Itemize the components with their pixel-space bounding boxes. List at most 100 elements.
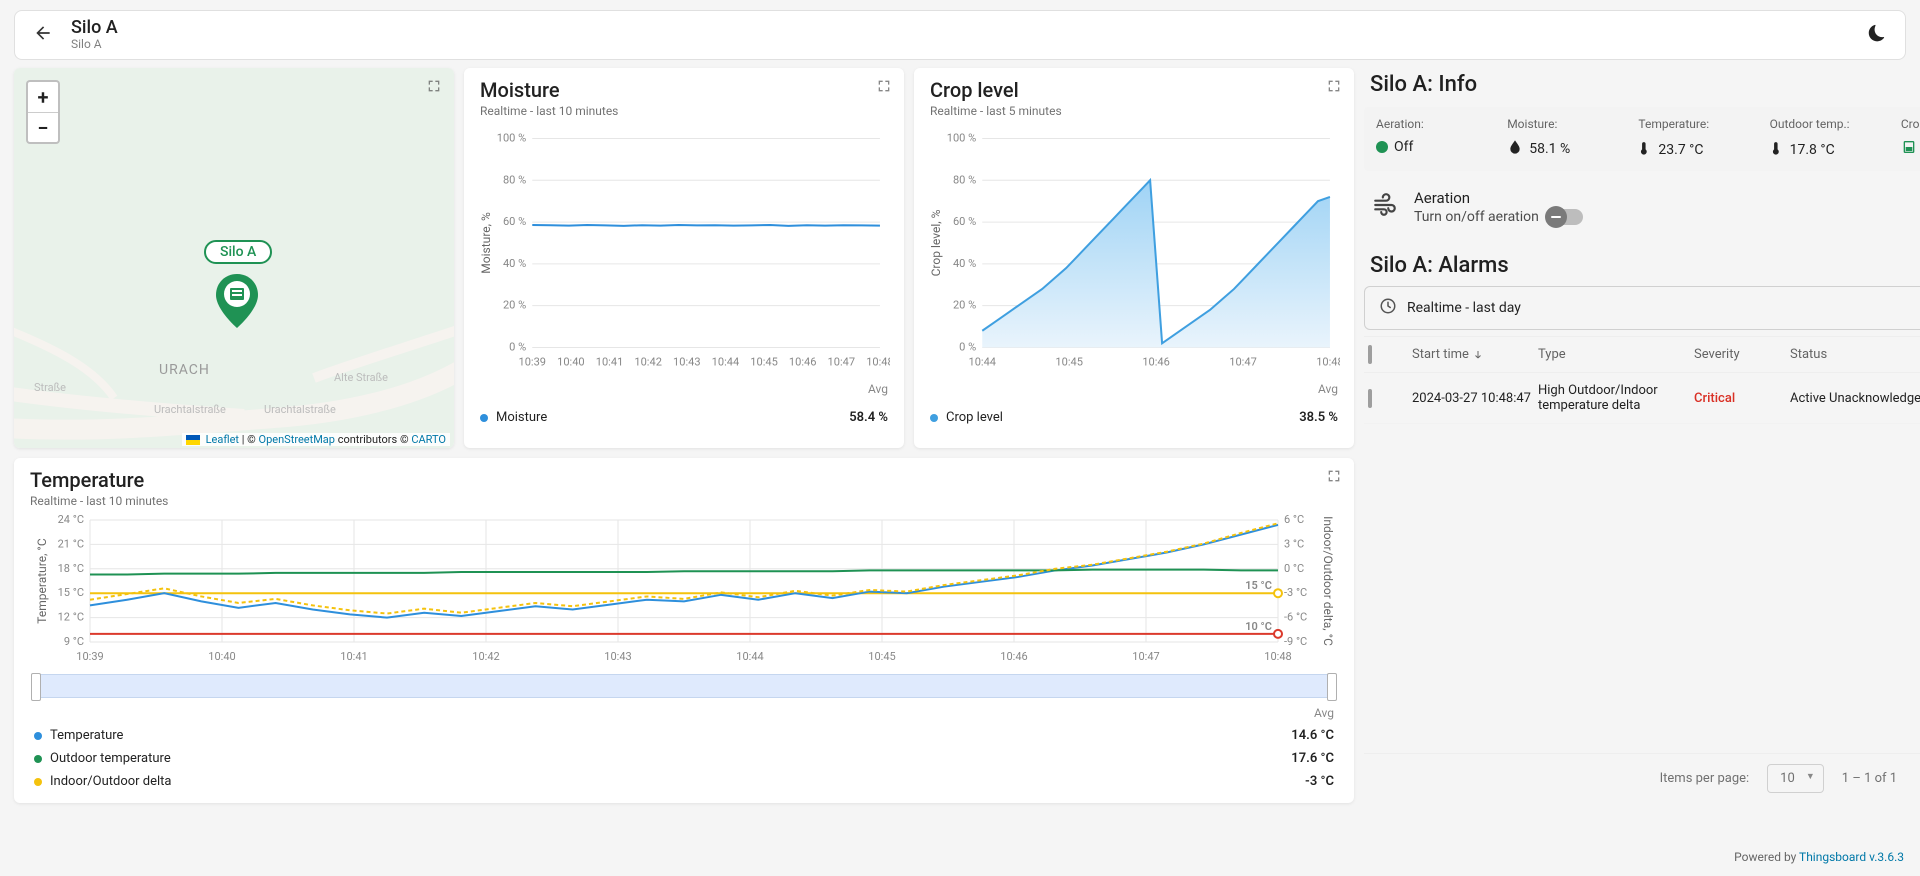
crop-card: Crop level Realtime - last 5 minutes 0 %… <box>914 68 1354 448</box>
svg-text:40 %: 40 % <box>503 257 526 270</box>
crop-title: Crop level <box>930 78 1019 102</box>
map-marker-icon[interactable] <box>214 274 260 334</box>
map-street-label: Straße <box>34 381 66 394</box>
table-row[interactable]: 2024-03-27 10:48:47 High Outdoor/Indoor … <box>1364 373 1920 424</box>
select-all-checkbox[interactable] <box>1368 345 1372 364</box>
map-marker-label[interactable]: Silo A <box>204 240 272 264</box>
map-zoom-out[interactable]: − <box>28 112 58 142</box>
stat-aeration: Aeration: Off <box>1376 117 1499 161</box>
svg-text:21 °C: 21 °C <box>58 537 84 550</box>
svg-text:10:44: 10:44 <box>969 356 997 369</box>
aeration-subtitle: Turn on/off aeration <box>1414 209 1539 225</box>
powered-by: Powered by Thingsboard v.3.6.3 <box>1734 850 1904 864</box>
legend-dot <box>930 414 938 422</box>
svg-text:12 °C: 12 °C <box>58 611 84 624</box>
alarm-status: Active Unacknowledged <box>1790 391 1920 406</box>
svg-text:0 %: 0 % <box>509 340 526 353</box>
svg-text:10:48: 10:48 <box>866 356 890 369</box>
thingsboard-link[interactable]: Thingsboard v.3.6.3 <box>1799 850 1904 864</box>
avg-label: Avg <box>1314 706 1334 720</box>
moisture-subtitle: Realtime - last 10 minutes <box>464 104 904 124</box>
brush-handle-right[interactable] <box>1327 673 1337 701</box>
fullscreen-button[interactable] <box>1326 78 1342 98</box>
svg-text:10:47: 10:47 <box>828 356 856 369</box>
map-zoom-in[interactable]: + <box>28 82 58 112</box>
col-type[interactable]: Type <box>1538 347 1688 362</box>
carto-link[interactable]: CARTO <box>411 433 446 446</box>
svg-text:Indoor/Outdoor delta, °C: Indoor/Outdoor delta, °C <box>1321 516 1335 646</box>
svg-text:10:46: 10:46 <box>1000 650 1027 663</box>
fullscreen-button[interactable] <box>876 78 892 98</box>
items-per-page-select[interactable]: 10 <box>1767 764 1824 793</box>
right-column: Silo A: Info Aeration: Off Moisture: 58.… <box>1364 68 1920 803</box>
fullscreen-button[interactable] <box>426 78 442 98</box>
temperature-legend: Temperature14.6 °COutdoor temperature17.… <box>14 720 1354 803</box>
page-title: Silo A <box>71 19 118 37</box>
svg-text:20 %: 20 % <box>503 299 526 312</box>
aeration-toggle[interactable] <box>1547 209 1583 225</box>
map-canvas[interactable]: URACH Straße Urachtalstraße Urachtalstra… <box>14 68 454 448</box>
svg-text:40 %: 40 % <box>953 257 976 270</box>
map-street-label: Urachtalstraße <box>154 403 226 416</box>
svg-text:10:41: 10:41 <box>596 356 624 369</box>
col-start[interactable]: Start time <box>1412 347 1532 362</box>
svg-text:18 °C: 18 °C <box>58 562 84 575</box>
row-checkbox[interactable] <box>1368 389 1372 408</box>
map-card: URACH Straße Urachtalstraße Urachtalstra… <box>14 68 454 448</box>
svg-text:15 °C: 15 °C <box>1245 579 1272 592</box>
thermometer-icon <box>1638 139 1652 161</box>
svg-text:Temperature, °C: Temperature, °C <box>35 538 49 624</box>
svg-text:10:44: 10:44 <box>736 650 763 663</box>
time-brush[interactable] <box>34 674 1334 698</box>
svg-text:60 %: 60 % <box>953 215 976 228</box>
silo-icon <box>1901 139 1917 159</box>
alarms-table: Start time Type Severity Status 2024-03-… <box>1364 336 1920 803</box>
theme-toggle-icon[interactable] <box>1867 23 1887 47</box>
clock-icon <box>1379 297 1397 319</box>
map-attribution: Leaflet | © OpenStreetMap contributors ©… <box>182 433 450 446</box>
col-status[interactable]: Status <box>1790 347 1920 362</box>
page-header: Silo A Silo A <box>14 10 1906 60</box>
col-severity[interactable]: Severity <box>1694 347 1784 362</box>
back-button[interactable] <box>33 23 53 47</box>
svg-text:0 %: 0 % <box>959 340 976 353</box>
legend-label: Moisture <box>496 410 547 425</box>
thermometer-icon <box>1770 139 1784 161</box>
moisture-title: Moisture <box>480 78 560 102</box>
table-header: Start time Type Severity Status <box>1364 337 1920 373</box>
fullscreen-button[interactable] <box>1326 468 1342 488</box>
svg-text:100 %: 100 % <box>947 131 976 144</box>
avg-label: Avg <box>1318 382 1338 396</box>
page-first[interactable]: |< <box>1915 771 1920 786</box>
svg-text:10:48: 10:48 <box>1316 356 1340 369</box>
alarms-title: Silo A: Alarms <box>1370 253 1509 278</box>
svg-text:Moisture, %: Moisture, % <box>479 212 493 274</box>
svg-text:10:48: 10:48 <box>1264 650 1291 663</box>
page-subtitle: Silo A <box>71 37 118 51</box>
alarm-type: High Outdoor/Indoor temperature delta <box>1538 383 1688 413</box>
legend-dot <box>480 414 488 422</box>
svg-text:-9 °C: -9 °C <box>1284 635 1307 648</box>
svg-text:100 %: 100 % <box>497 131 526 144</box>
svg-text:10:40: 10:40 <box>208 650 235 663</box>
aeration-title: Aeration <box>1414 189 1583 207</box>
osm-link[interactable]: OpenStreetMap <box>259 433 335 446</box>
moisture-card: Moisture Realtime - last 10 minutes 0 % 2… <box>464 68 904 448</box>
svg-text:10:46: 10:46 <box>789 356 817 369</box>
time-range-selector[interactable]: Realtime - last day <box>1364 286 1920 330</box>
stat-temperature: Temperature: 23.7 °C <box>1638 117 1761 161</box>
table-pager: Items per page: 10 1 – 1 of 1 |< < > >| <box>1364 753 1920 803</box>
info-title: Silo A: Info <box>1364 68 1920 107</box>
svg-text:80 %: 80 % <box>953 173 976 186</box>
map-town-label: URACH <box>159 362 210 378</box>
crop-subtitle: Realtime - last 5 minutes <box>914 104 1354 124</box>
crop-chart: 0 %20 %40 %60 %80 %100 %10:4410:4510:461… <box>928 124 1340 374</box>
moisture-avg: 58.4 % <box>849 410 888 425</box>
svg-text:10:46: 10:46 <box>1142 356 1170 369</box>
temperature-chart: 9 °C-9 °C12 °C-6 °C15 °C-3 °C18 °C0 °C21… <box>28 514 1340 664</box>
leaflet-link[interactable]: Leaflet <box>206 433 239 446</box>
avg-label: Avg <box>868 382 888 396</box>
map-zoom-control: + − <box>26 80 60 144</box>
brush-handle-left[interactable] <box>31 673 41 701</box>
temperature-title: Temperature <box>30 468 144 492</box>
